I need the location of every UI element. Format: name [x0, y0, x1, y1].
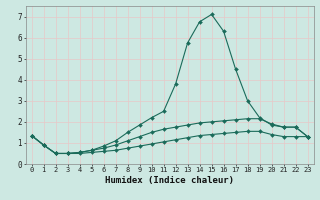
X-axis label: Humidex (Indice chaleur): Humidex (Indice chaleur): [105, 176, 234, 185]
